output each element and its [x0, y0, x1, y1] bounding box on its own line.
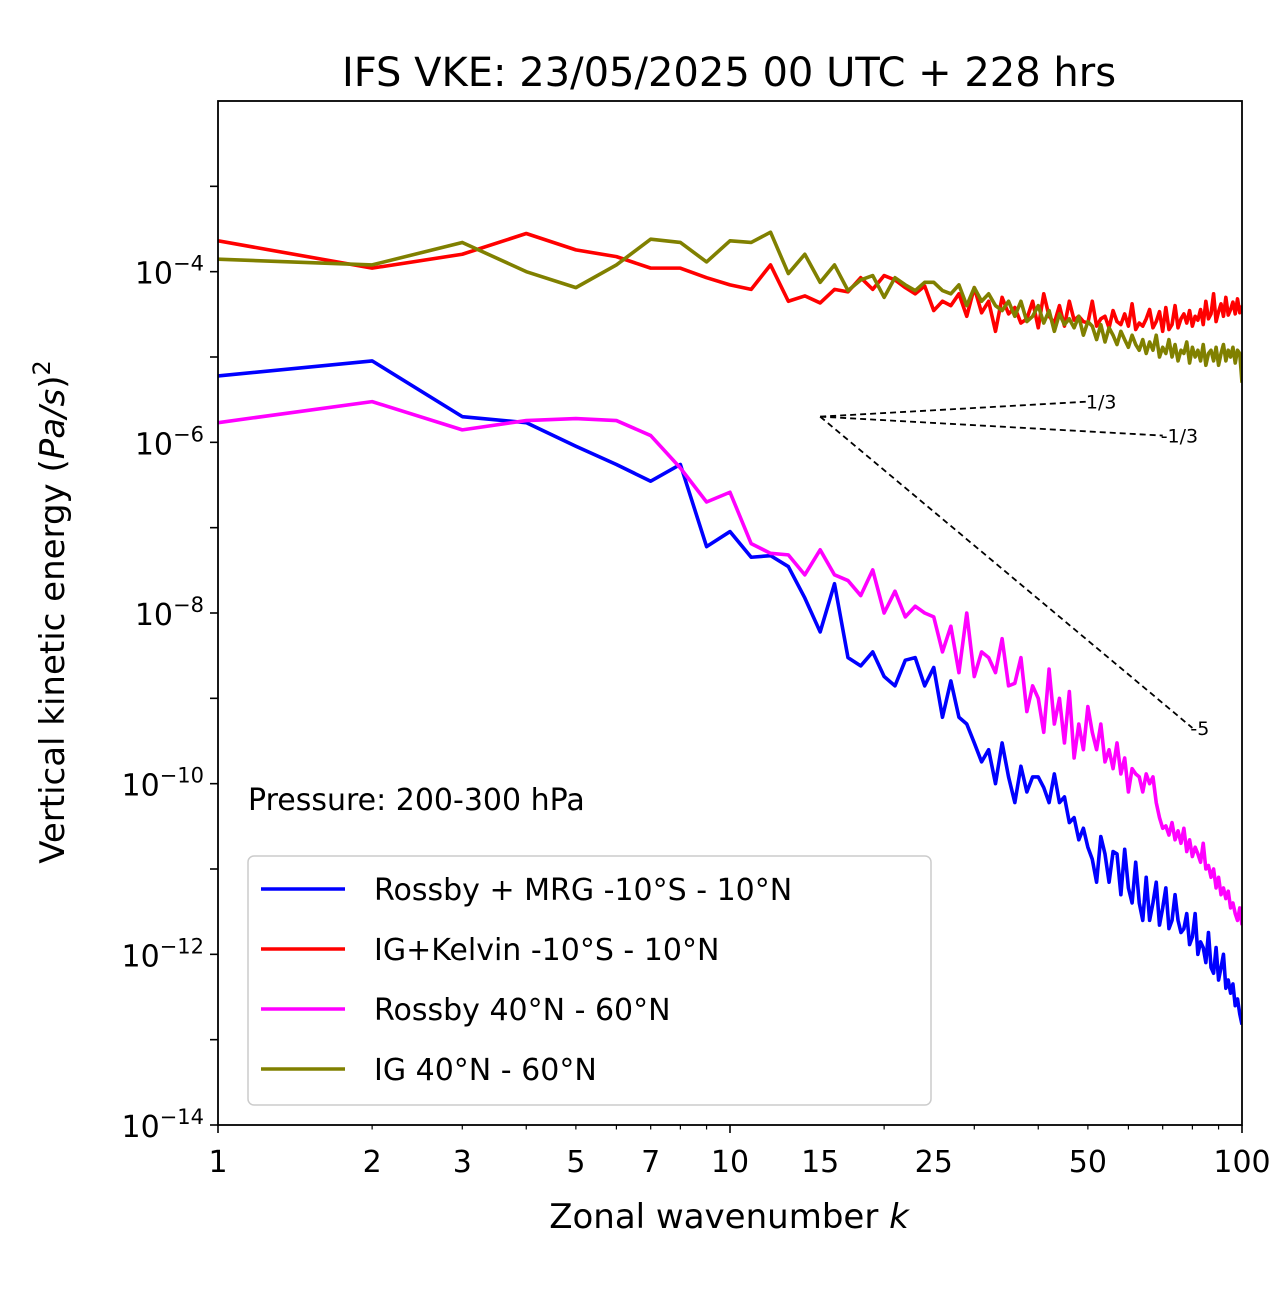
y-tick-label: 10−12 — [121, 934, 204, 974]
slope-label-1: 1/3 — [1086, 392, 1117, 414]
series-line-1 — [218, 359, 1242, 1026]
x-tick-label: 50 — [1069, 1145, 1107, 1180]
legend-box — [247, 855, 932, 1106]
x-tick-label: 7 — [641, 1145, 660, 1180]
slope-line-3 — [819, 415, 1193, 729]
slope-line-2 — [820, 415, 1163, 437]
slope-line-1 — [820, 400, 1088, 418]
series-line-4 — [218, 230, 1242, 383]
slope-label-3: -5 — [1190, 718, 1209, 740]
x-tick-label: 15 — [801, 1145, 839, 1180]
series-line-3 — [218, 399, 1242, 926]
legend: Rossby + MRG -10°S - 10°N IG+Kelvin -10°S… — [247, 855, 932, 1106]
slope-label-2: -1/3 — [1161, 426, 1198, 448]
x-axis-label: Zonal wavenumber k — [549, 1197, 910, 1237]
x-tick-label: 2 — [363, 1145, 382, 1180]
x-tick-label: 1 — [208, 1145, 227, 1180]
reference-slopes: 1/3 -1/3 -5 — [819, 392, 1209, 740]
x-tick-label: 3 — [453, 1145, 472, 1180]
series-line-2 — [218, 231, 1242, 334]
y-tick-label: 10−8 — [135, 593, 204, 633]
x-tick-label: 5 — [566, 1145, 585, 1180]
y-tick-label: 10−6 — [135, 422, 204, 462]
y-tick-label: 10−10 — [121, 764, 204, 804]
x-tick-label: 10 — [711, 1145, 749, 1180]
y-tick-label: 10−4 — [135, 252, 204, 292]
legend-label: IG+Kelvin -10°S - 10°N — [374, 933, 719, 968]
x-tick-label: 100 — [1213, 1145, 1270, 1180]
chart-title: IFS VKE: 23/05/2025 00 UTC + 228 hrs — [342, 50, 1116, 96]
legend-label: Rossby 40°N - 60°N — [374, 993, 671, 1028]
legend-label: IG 40°N - 60°N — [374, 1053, 597, 1088]
x-tick-label: 25 — [915, 1145, 953, 1180]
y-tick-label: 10−14 — [121, 1105, 204, 1145]
x-axis-ticks: 1 2 3 5 7 10 15 25 50 100 — [208, 1125, 1271, 1180]
y-axis-label: Vertical kinetic energy (Pa/s)2 — [28, 360, 73, 864]
legend-label: Rossby + MRG -10°S - 10°N — [374, 873, 792, 908]
pressure-annotation: Pressure: 200-300 hPa — [248, 783, 585, 818]
y-axis-ticks: 10−14 10−12 10−10 10−8 10−6 10−4 — [121, 185, 218, 1145]
series-lines — [218, 230, 1242, 1026]
